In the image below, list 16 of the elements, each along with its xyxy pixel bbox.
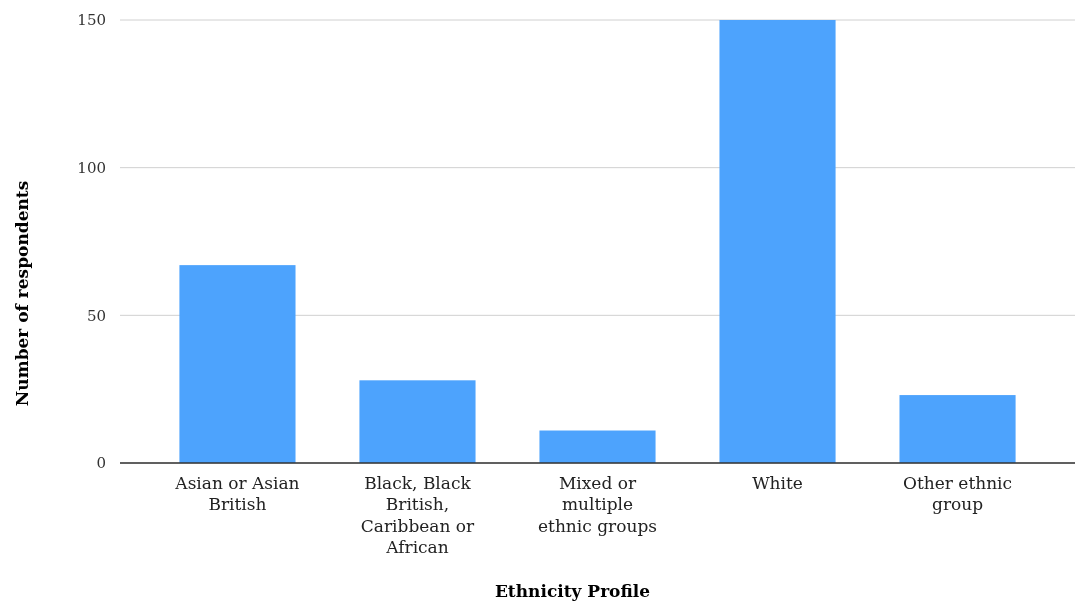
x-tick-label: Mixed or multiple ethnic groups <box>538 473 657 536</box>
x-axis-title: Ethnicity Profile <box>494 581 651 601</box>
x-tick-label: White <box>752 473 803 494</box>
bar <box>719 20 836 463</box>
y-tick-label: 0 <box>96 454 106 473</box>
bar <box>539 430 656 463</box>
bar <box>179 265 296 463</box>
y-tick-label: 150 <box>77 11 106 30</box>
bar <box>899 395 1016 463</box>
y-tick-label: 100 <box>77 158 106 177</box>
y-axis-title: Number of respondents <box>12 180 32 407</box>
bar <box>359 380 476 463</box>
x-tick-label: Asian or Asian British <box>174 473 300 515</box>
x-tick-label: Other ethnic group <box>903 473 1013 515</box>
y-tick-label: 50 <box>86 306 106 325</box>
x-tick-label: Black, Black British, Caribbean or African <box>360 473 476 557</box>
